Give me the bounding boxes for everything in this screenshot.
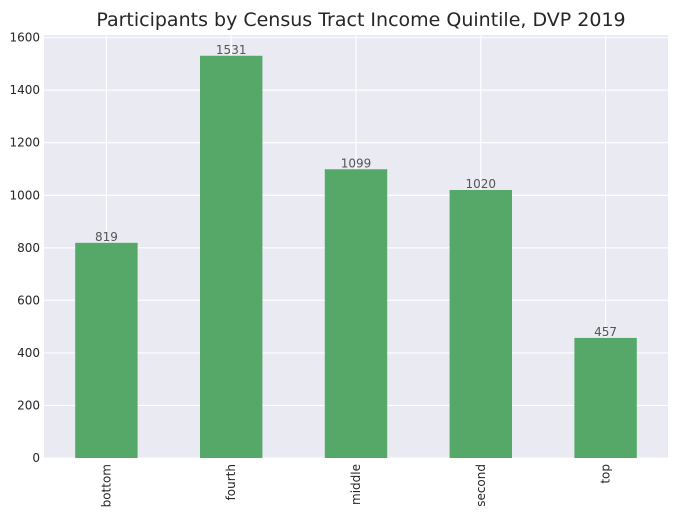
x-tick-label-second: second [474, 464, 488, 507]
x-tick-label-middle: middle [349, 464, 363, 505]
y-tick-label: 1400 [9, 83, 40, 97]
y-tick-label: 200 [17, 398, 40, 412]
data-label-fourth: 1531 [216, 43, 247, 57]
bar-fourth [200, 55, 263, 459]
bar-middle [324, 169, 388, 458]
y-tick-label: 800 [17, 241, 40, 255]
chart-title: Participants by Census Tract Income Quin… [96, 9, 625, 31]
y-tick-label: 1600 [9, 31, 40, 45]
y-tick-label: 1200 [9, 136, 40, 150]
x-tick-label-bottom: bottom [99, 464, 113, 507]
data-labels: 819 1531 1099 1020 457 [95, 43, 617, 339]
data-label-middle: 1099 [341, 156, 372, 170]
x-tick-label-top: top [599, 464, 613, 484]
y-tick-label: 1000 [9, 188, 40, 202]
y-tick-label: 600 [17, 293, 40, 307]
bars [75, 55, 637, 459]
y-axis: 0 200 400 600 800 1000 1200 1400 1600 [9, 31, 40, 465]
bar-bottom [75, 242, 138, 458]
data-label-bottom: 819 [95, 230, 118, 244]
data-label-second: 1020 [466, 177, 497, 191]
y-tick-label: 400 [17, 346, 40, 360]
bar-second [449, 190, 512, 458]
y-tick-label: 0 [32, 451, 40, 465]
data-label-top: 457 [594, 325, 617, 339]
x-axis: bottom fourth middle second top [99, 464, 612, 507]
bar-top [574, 337, 637, 458]
x-tick-label-fourth: fourth [224, 464, 238, 500]
